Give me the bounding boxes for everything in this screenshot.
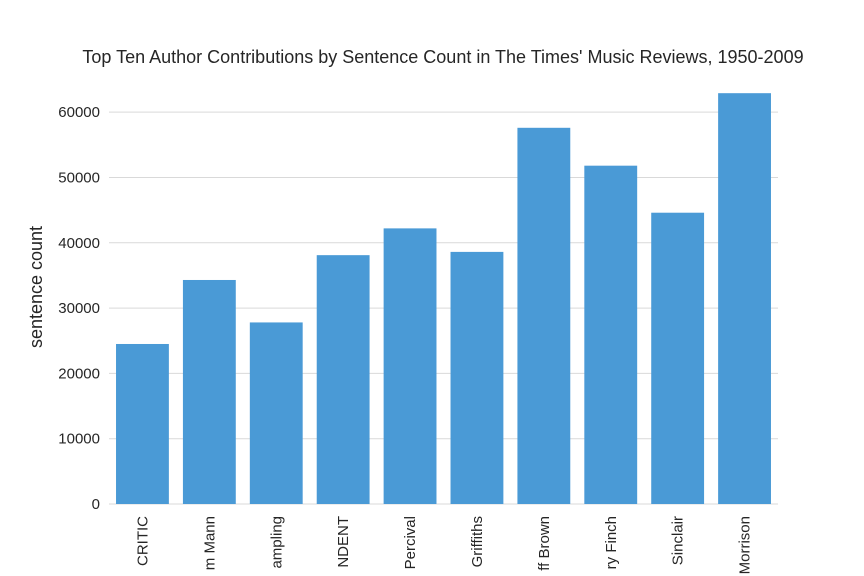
bar [182, 279, 236, 504]
bar [249, 322, 303, 504]
x-tick-label: CRITIC [134, 516, 151, 566]
bar [316, 255, 370, 504]
x-tick-label: ampling [268, 516, 285, 569]
y-tick-label: 0 [92, 496, 100, 513]
y-tick-labels: 0 10000 20000 30000 40000 50000 60000 [58, 104, 100, 513]
x-tick-label: m Mann [201, 516, 218, 570]
bar [517, 127, 571, 505]
x-tick-label: Morrison [737, 516, 754, 574]
bar [718, 93, 771, 504]
bar [116, 343, 169, 504]
x-tick-label: Griffiths [469, 516, 486, 567]
y-tick-label: 60000 [58, 104, 100, 121]
y-tick-label: 20000 [58, 365, 100, 382]
chart-title: Top Ten Author Contributions by Sentence… [82, 47, 803, 67]
x-tick-label: Sinclair [670, 516, 687, 565]
bars [116, 93, 771, 505]
bar [651, 212, 705, 505]
bar [584, 165, 638, 504]
x-tick-label: ry Finch [603, 516, 620, 569]
x-tick-label: ff Brown [536, 516, 553, 571]
y-tick-label: 10000 [58, 431, 100, 448]
y-tick-label: 40000 [58, 235, 100, 252]
x-tick-label: NDENT [335, 516, 352, 568]
y-tick-label: 30000 [58, 300, 100, 317]
x-tick-labels: CRITIC m Mann ampling NDENT Percival Griffith… [134, 516, 753, 575]
x-tick-label: Percival [402, 516, 419, 569]
bar [383, 228, 437, 504]
y-axis-label: sentence count [26, 226, 46, 348]
bar [450, 251, 504, 504]
y-tick-label: 50000 [58, 169, 100, 186]
